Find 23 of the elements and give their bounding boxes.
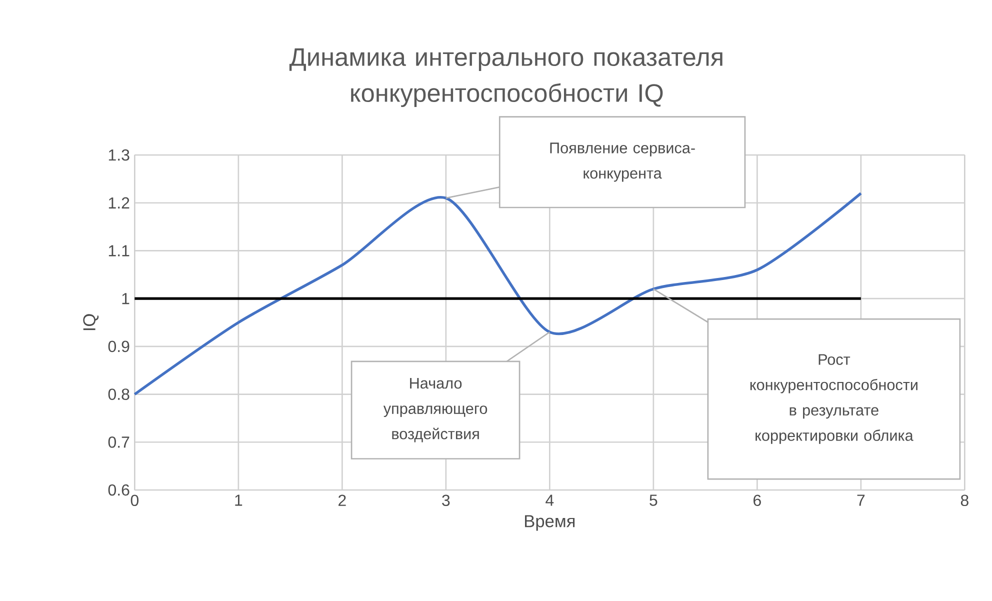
annotation: Рост конкурентоспособности в результате корректировки облика xyxy=(750,354,918,444)
y-tick-label: 0.6 xyxy=(108,484,130,496)
y-tick-label: 0.9 xyxy=(108,340,130,352)
y-tick-label: 1.3 xyxy=(108,149,130,161)
x-tick-label: 7 xyxy=(857,494,865,506)
y-tick-label: 1 xyxy=(122,293,130,304)
y-tick-label: 0.7 xyxy=(108,436,130,448)
x-tick-label: 5 xyxy=(650,494,658,506)
y-tick-label: 1.2 xyxy=(108,197,130,208)
x-tick-label: 0 xyxy=(130,494,139,506)
x-axis-title: Время xyxy=(525,515,575,531)
y-tick-label: 1.1 xyxy=(108,245,130,256)
y-tick-label: 0.8 xyxy=(108,388,130,400)
x-tick-label: 3 xyxy=(442,494,450,506)
annotation: Начало управляющего воздействия xyxy=(383,378,488,442)
x-tick-label: 4 xyxy=(546,494,554,506)
x-tick-label: 6 xyxy=(754,494,761,506)
chart-title: Динамика интегрального показателя конкурентоспособности IQ xyxy=(289,48,722,108)
annotation: Появление сервиса-конкурента xyxy=(550,142,695,182)
y-axis-title: IQ xyxy=(83,314,99,330)
x-tick-label: 1 xyxy=(235,494,242,506)
x-tick-label: 8 xyxy=(960,494,968,506)
x-tick-label: 2 xyxy=(338,494,346,506)
